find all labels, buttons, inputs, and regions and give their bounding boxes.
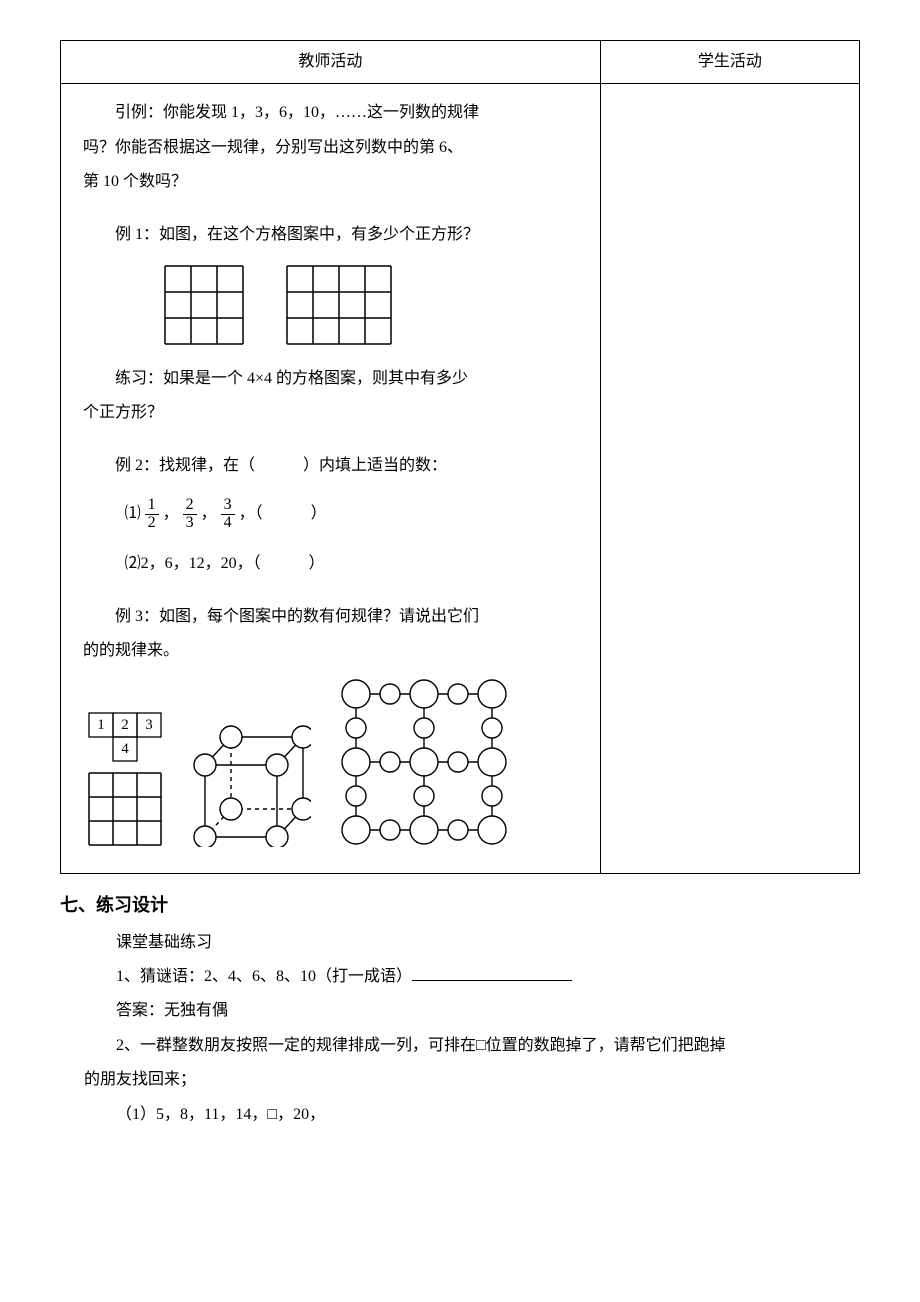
header-teacher: 教师活动 xyxy=(61,41,601,84)
svg-text:2: 2 xyxy=(121,717,129,733)
intro-l1: 引例：你能发现 1，3，6，10，……这一列数的规律 xyxy=(83,98,578,128)
ex2-item1-label: ⑴ xyxy=(125,505,141,522)
cube-diagram xyxy=(191,721,311,847)
teacher-content: 引例：你能发现 1，3，6，10，……这一列数的规律 吗？你能否根据这一规律，分… xyxy=(61,84,600,872)
ex2-item1-tail: ，（ ） xyxy=(239,505,327,522)
svg-text:4: 4 xyxy=(121,741,129,757)
ex3-title-l1: 例 3：如图，每个图案中的数有何规律？请说出它们 xyxy=(83,602,578,632)
network-diagram xyxy=(339,677,509,847)
ex3-title-l2: 的的规律来。 xyxy=(83,636,578,666)
sep: ， xyxy=(163,505,179,522)
student-content xyxy=(600,84,859,873)
grid-3x3 xyxy=(163,264,245,346)
ex2-item1: ⑴ 12 ， 23 ， 34 ，（ ） xyxy=(125,497,578,532)
t-shape: 1234 xyxy=(87,711,163,763)
frac-1: 12 xyxy=(145,497,159,532)
svg-text:1: 1 xyxy=(97,717,105,733)
a1: 答案：无独有偶 xyxy=(84,996,836,1026)
intro-l2: 吗？你能否根据这一规律，分别写出这列数中的第 6、 xyxy=(83,133,578,163)
section7-sub: 课堂基础练习 xyxy=(84,928,836,958)
header-student: 学生活动 xyxy=(600,41,859,84)
ex1-practice-l2: 个正方形？ xyxy=(83,398,578,428)
q2-item1: （1）5，8，11，14，□，20， xyxy=(84,1100,836,1130)
activity-table: 教师活动 学生活动 引例：你能发现 1，3，6，10，……这一列数的规律 吗？你… xyxy=(60,40,860,874)
frac-3: 34 xyxy=(221,497,235,532)
ex2-title: 例 2：找规律，在（ ）内填上适当的数： xyxy=(83,451,578,481)
q2-l2: 的朋友找回来； xyxy=(84,1065,836,1095)
q2-l1: 2、一群整数朋友按照一定的规律排成一列，可排在□位置的数跑掉了，请帮它们把跑掉 xyxy=(84,1031,836,1061)
blank-line xyxy=(412,966,572,981)
q1: 1、猜谜语：2、4、6、8、10（打一成语） xyxy=(84,962,836,992)
section7-heading: 七、练习设计 xyxy=(60,888,860,922)
ex1-grids xyxy=(163,264,578,346)
svg-text:3: 3 xyxy=(145,717,153,733)
ex1-practice-l1: 练习：如果是一个 4×4 的方格图案，则其中有多少 xyxy=(83,364,578,394)
intro-l3: 第 10 个数吗？ xyxy=(83,167,578,197)
grid-4x3 xyxy=(285,264,393,346)
grid-3x3-b xyxy=(87,771,163,847)
frac-2: 23 xyxy=(183,497,197,532)
ex2-item2: ⑵2，6，12，20，（ ） xyxy=(125,548,578,580)
ex1-title: 例 1：如图，在这个方格图案中，有多少个正方形？ xyxy=(83,220,578,250)
sep: ， xyxy=(201,505,217,522)
